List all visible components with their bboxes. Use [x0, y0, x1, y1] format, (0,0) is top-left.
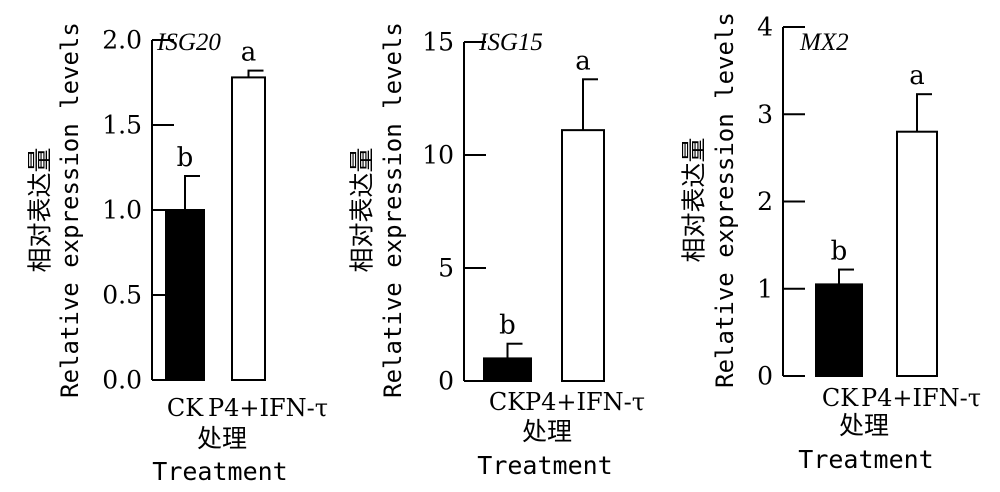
y-tick-label: 15 — [422, 28, 454, 57]
y-tick-label: 0 — [438, 367, 454, 396]
y-tick-label: 10 — [422, 141, 454, 170]
x-axis-title-cn: 处理 — [522, 417, 572, 446]
y-axis-title-en: Relative expression levels — [56, 22, 84, 398]
panel-isg20: 0.0 0.5 1.0 1.5 2.0 b a ISG20 CK P4+IFN-τ处理 Treatm… — [26, 22, 329, 486]
bar-ck — [483, 357, 532, 382]
bar-p4-ifn — [231, 76, 266, 382]
significance-letter: a — [575, 46, 591, 76]
x-axis-title-en: Treatment — [798, 445, 933, 474]
y-tick-label: 1 — [757, 274, 773, 303]
gene-title: ISG15 — [478, 29, 543, 56]
bar-ck — [165, 209, 205, 381]
y-axis-title-cn: 相对表达量 — [348, 147, 377, 272]
y-axis-title-en: Relative expression levels — [379, 22, 407, 398]
significance-letter: b — [831, 237, 848, 267]
category-label-p4-ifn: P4+IFN-τ — [525, 388, 645, 416]
significance-letter: b — [499, 311, 516, 341]
y-axis-title-cn: 相对表达量 — [26, 147, 55, 272]
y-tick-label: 3 — [757, 100, 773, 129]
category-label-ck: CK — [822, 384, 859, 412]
x-axis-title-en: Treatment — [477, 451, 612, 480]
y-tick-label: 2 — [757, 187, 773, 216]
y-tick-label: 1.0 — [102, 196, 142, 225]
category-label-p4-ifn: P4+IFN-τ — [861, 384, 981, 412]
y-tick-label: 0.0 — [102, 366, 142, 395]
category-label-ck: CK — [489, 388, 526, 416]
x-axis-title-cn: 处理 — [839, 411, 889, 440]
significance-letter: b — [177, 143, 194, 173]
y-tick-label: 0.5 — [102, 281, 142, 310]
significance-letter: a — [241, 38, 257, 68]
panel-mx2: 0 1 2 3 4 b a MX2 CK P4+IFN-τ处理 Treatment 相对表达量 Rela… — [680, 12, 982, 474]
bar-p4-ifn — [561, 129, 605, 382]
y-axis-title-cn: 相对表达量 — [680, 137, 709, 262]
y-tick-label: 4 — [757, 13, 773, 42]
x-axis-title-cn: 处理 — [197, 424, 247, 453]
category-label-ck: CK — [167, 394, 204, 422]
bar-ck — [815, 283, 863, 378]
bar-p4-ifn — [896, 130, 938, 377]
gene-title: ISG20 — [156, 29, 221, 56]
y-tick-label: 1.5 — [102, 111, 142, 140]
y-tick-label: 0 — [757, 362, 773, 391]
significance-letter: a — [909, 61, 925, 91]
category-label-p4-ifn: P4+IFN-τ — [208, 394, 328, 422]
gene-title: MX2 — [799, 29, 849, 56]
x-axis-title-en: Treatment — [152, 457, 287, 486]
y-tick-label: 5 — [438, 254, 454, 283]
y-axis-title-en: Relative expression levels — [711, 12, 739, 388]
y-tick-label: 2.0 — [102, 26, 142, 55]
panel-isg15: 0 5 10 15 b a ISG15 CK P4+IFN-τ处理 Treatment 相对表达量 R… — [348, 22, 646, 480]
